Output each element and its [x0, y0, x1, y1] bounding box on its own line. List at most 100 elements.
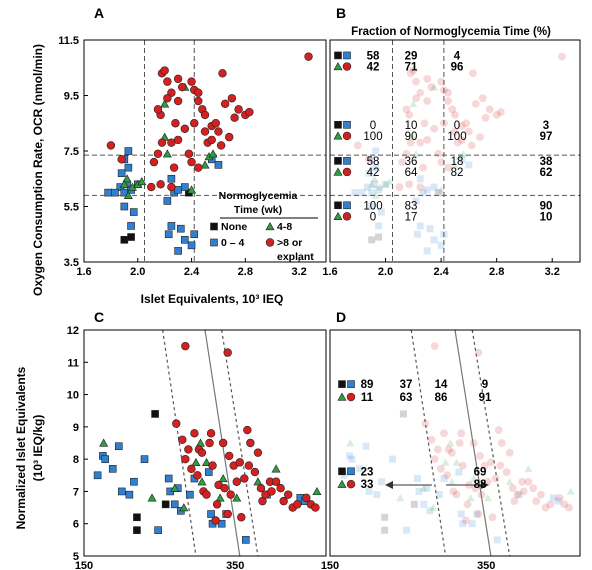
panel-a-point	[147, 182, 156, 192]
panel-b-faded-point	[423, 74, 432, 83]
panel-c-y-tick-label: 8	[73, 454, 79, 466]
panel-c-point	[181, 454, 190, 464]
panel-d-faded-point	[524, 477, 533, 486]
legend-marker	[210, 238, 218, 247]
panel-a-point	[162, 149, 172, 158]
panel-b-x-tick-label: 1.6	[322, 266, 337, 278]
panel-b-faded-point	[402, 149, 411, 158]
panel-a-point	[117, 169, 126, 177]
panel-a-y-tick-label: 5.5	[64, 202, 79, 214]
panel-b-faded-point	[412, 94, 421, 103]
panel-d-faded-point	[532, 497, 541, 506]
y-axis-label-ocr: Oxygen Consumption Rate, OCR (nmol/min)	[31, 44, 45, 296]
panel-c-reference-curve	[162, 329, 197, 557]
table-cell: 71	[405, 62, 418, 74]
panel-a-point	[173, 74, 183, 84]
panel-b-faded-point	[414, 230, 421, 238]
panel-a-point	[214, 127, 223, 136]
table-cell: 17	[405, 211, 418, 223]
panel-c-point	[179, 503, 189, 512]
panel-b-frame	[329, 39, 581, 263]
panel-c-point	[207, 510, 215, 518]
table-cell: 62	[540, 167, 553, 179]
panel-d-faded-point	[426, 507, 434, 515]
panel-c-point	[250, 467, 260, 477]
panel-a-point	[200, 127, 210, 136]
panel-a-x-tick-label: 2.0	[130, 266, 145, 278]
panel-d-faded-point	[519, 487, 528, 496]
panel-a-point	[117, 155, 126, 164]
panel-d-faded-point	[480, 461, 489, 470]
panel-c-y-tick-label: 6	[73, 519, 79, 531]
panel-b-faded-point	[458, 122, 466, 130]
panel-a-point	[200, 160, 210, 169]
panel-b-faded-point	[476, 133, 484, 142]
panel-b-faded-point	[416, 183, 425, 191]
panel-a-point	[180, 124, 190, 134]
panel-a-point	[177, 82, 187, 92]
panel-a-point	[194, 96, 203, 106]
panel-d-faded-point	[537, 490, 545, 499]
panel-b-faded-point	[409, 133, 418, 141]
panel-b-faded-point	[416, 175, 424, 183]
panel-d-faded-point	[508, 484, 517, 493]
panel-c-reference-curve	[221, 329, 259, 557]
panel-d-faded-point	[529, 484, 538, 493]
panel-c-point	[312, 486, 322, 496]
panel-c-point	[211, 516, 220, 525]
panel-c-point	[206, 429, 216, 438]
panel-d-faded-point	[457, 429, 466, 438]
panel-d-faded-point	[541, 503, 550, 512]
panel-b-faded-point	[478, 94, 487, 103]
panel-b-faded-point	[451, 161, 459, 169]
panel-d-faded-point	[496, 461, 505, 470]
panel-b-faded-point	[453, 138, 462, 147]
panel-c-point	[232, 477, 241, 486]
panel-a-x-tick-label: 2.8	[238, 266, 253, 278]
panel-a-y-tick-label: 7.5	[64, 146, 79, 158]
panel-a-point	[227, 94, 237, 103]
panel-a-point	[211, 119, 220, 128]
table-cell: 82	[451, 167, 464, 179]
row-key-square-black	[334, 121, 342, 129]
panel-b-faded-point	[353, 141, 362, 150]
panel-d-faded-point	[463, 500, 472, 509]
panel-d-faded-point	[554, 497, 562, 505]
row-key-square-black	[338, 380, 346, 388]
panel-d-faded-point	[491, 474, 500, 483]
row-key-triangle	[333, 131, 343, 140]
row-key-triangle	[333, 211, 343, 220]
panel-b-faded-point	[405, 111, 414, 119]
panel-b-faded-point	[416, 222, 424, 230]
panel-d-faded-point	[455, 439, 464, 447]
panel-c-point	[197, 448, 207, 457]
panel-d-faded-point	[502, 468, 511, 476]
panel-b-faded-point	[375, 233, 383, 241]
panel-a-point	[119, 179, 129, 188]
panel-d-faded-point	[429, 503, 438, 511]
panel-c-x-tick-label: 350	[226, 560, 244, 570]
panel-b-faded-point	[405, 180, 414, 189]
panel-c-point	[271, 464, 281, 473]
panel-a-point	[225, 132, 234, 142]
table-cell: 58	[367, 50, 380, 62]
table-cell: 36	[405, 156, 418, 168]
panel-d-faded-point	[452, 458, 461, 466]
panel-c-point	[161, 500, 170, 509]
panel-a-point	[187, 241, 196, 250]
panel-c-point	[293, 500, 302, 509]
table-cell: 58	[367, 156, 380, 168]
table-cell: 11	[361, 392, 374, 404]
panel-d-faded-point	[449, 487, 458, 496]
panel-d-faded-point	[399, 410, 407, 418]
panel-c-point	[279, 496, 288, 506]
table-cell: 10	[540, 211, 553, 223]
panel-a-point	[156, 180, 165, 189]
panel-b-faded-point	[375, 186, 383, 194]
row-key-triangle	[333, 62, 343, 71]
panel-b-faded-point	[464, 127, 473, 136]
panel-b-faded-point	[430, 236, 438, 244]
panel-d-faded-point	[565, 503, 573, 512]
panel-a-point	[208, 149, 218, 158]
